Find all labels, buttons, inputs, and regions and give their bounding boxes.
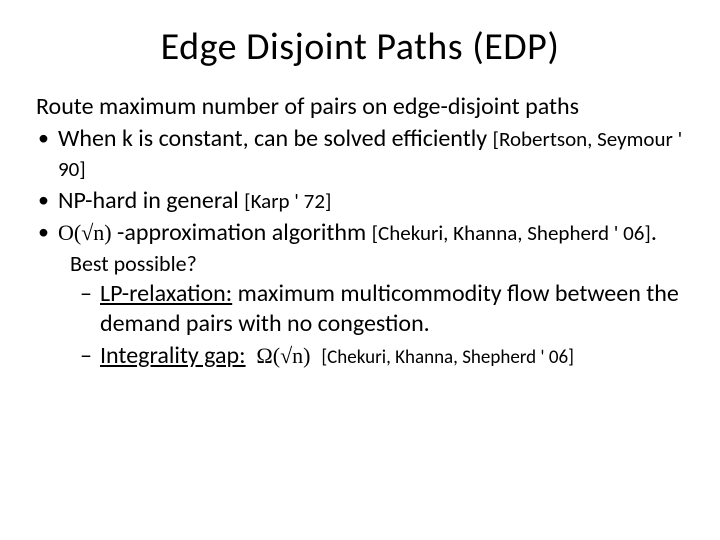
sub-bullet-list: LP-relaxation: maximum multicommodity fl… xyxy=(36,279,684,371)
slide-title: Edge Disjoint Paths (EDP) xyxy=(36,24,684,70)
sub-2-math: Ω(√n) xyxy=(256,343,310,368)
bullet-3-text: -approximation algorithm xyxy=(112,218,372,247)
bullet-3-trailing: . xyxy=(651,218,657,247)
bullet-1-text: When k is constant, can be solved effici… xyxy=(58,124,493,153)
sub-bullet-2: Integrality gap: Ω(√n) [Chekuri, Khanna,… xyxy=(80,341,684,371)
bullet-2: NP-hard in general [Karp ' 72] xyxy=(36,186,684,216)
intro-text: Route maximum number of pairs on edge-di… xyxy=(36,92,684,122)
sub-2-ref: [Chekuri, Khanna, Shepherd ' 06] xyxy=(321,346,574,369)
best-possible-text: Best possible? xyxy=(36,250,684,277)
bullet-3: O(√n) -approximation algorithm [Chekuri,… xyxy=(36,218,684,248)
bullet-3-ref: [Chekuri, Khanna, Shepherd ' 06] xyxy=(372,220,651,246)
sub-1-label: LP-relaxation: xyxy=(100,279,232,308)
bullet-1: When k is constant, can be solved effici… xyxy=(36,124,684,184)
sub-bullet-1: LP-relaxation: maximum multicommodity fl… xyxy=(80,279,684,339)
bullet-3-math: O(√n) xyxy=(58,220,112,245)
bullet-2-ref: [Karp ' 72] xyxy=(244,188,331,214)
sub-2-label: Integrality gap: xyxy=(100,341,246,370)
bullet-2-text: NP-hard in general xyxy=(58,186,244,215)
main-bullet-list: When k is constant, can be solved effici… xyxy=(36,124,684,248)
